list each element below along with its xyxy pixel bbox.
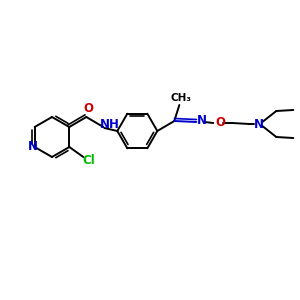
Text: N: N: [28, 140, 38, 154]
Text: CH₃: CH₃: [171, 93, 192, 103]
Text: N: N: [254, 118, 264, 130]
Text: N: N: [197, 115, 207, 128]
Text: Cl: Cl: [82, 154, 95, 166]
Text: O: O: [83, 103, 93, 116]
Text: O: O: [215, 116, 225, 128]
Text: NH: NH: [99, 118, 119, 131]
